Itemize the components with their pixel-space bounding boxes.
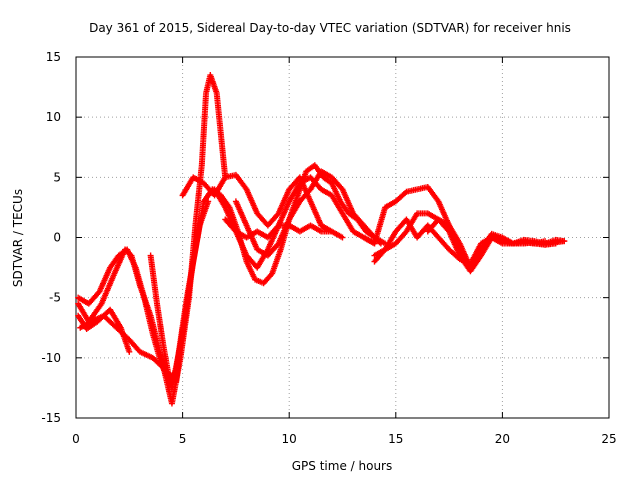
x-tick-label: 25 — [601, 432, 616, 446]
y-tick-label: -10 — [41, 351, 61, 365]
y-axis-label: SDTVAR / TECUs — [11, 189, 25, 287]
series-track-5 — [147, 198, 212, 385]
series-track-13 — [371, 216, 559, 267]
data-point — [561, 238, 568, 245]
x-tick-label: 15 — [388, 432, 403, 446]
series-layer — [75, 72, 568, 407]
data-point — [542, 238, 549, 245]
x-tick-label: 0 — [72, 432, 80, 446]
x-tick-label: 10 — [282, 432, 297, 446]
data-point — [328, 228, 335, 235]
y-tick-label: -5 — [49, 291, 61, 305]
y-tick-label: 10 — [46, 110, 61, 124]
y-tick-label: 0 — [53, 231, 61, 245]
ticks-layer: 0 5 10 15 20 25 -15 -10 -5 0 5 10 15 — [41, 50, 616, 446]
data-point — [552, 240, 559, 247]
data-point — [339, 234, 346, 241]
x-tick-label: 20 — [495, 432, 510, 446]
y-tick-label: 15 — [46, 50, 61, 64]
y-tick-label: -15 — [41, 411, 61, 425]
series-track-14 — [424, 216, 549, 271]
data-point — [126, 348, 133, 355]
y-tick-label: 5 — [53, 170, 61, 184]
series-track-6 — [179, 171, 346, 241]
x-tick-label: 5 — [179, 432, 187, 446]
x-axis-label: GPS time / hours — [292, 459, 393, 473]
chart-title: Day 361 of 2015, Sidereal Day-to-day VTE… — [89, 21, 571, 35]
